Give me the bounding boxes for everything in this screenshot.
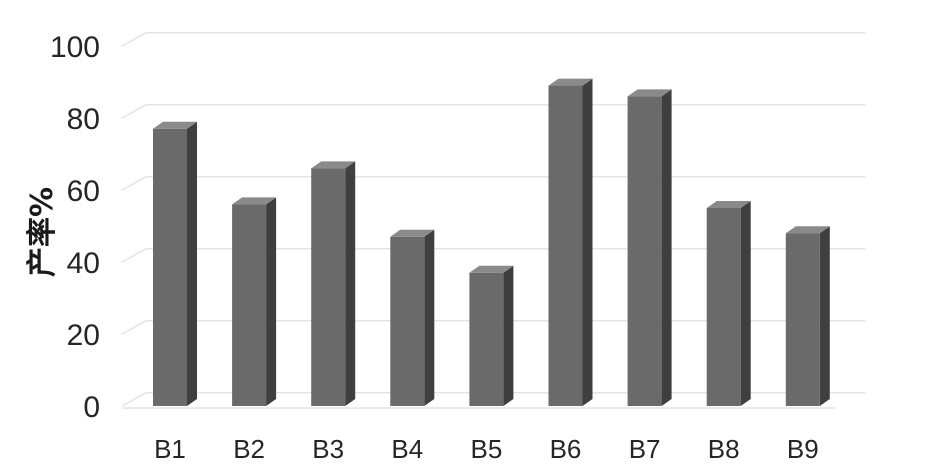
y-tick-label-3: 60 bbox=[67, 175, 100, 208]
bar-side-B9 bbox=[819, 226, 830, 406]
bar-side-B7 bbox=[661, 89, 672, 407]
gridline-diag-3 bbox=[121, 176, 147, 191]
y-tick-label-2: 40 bbox=[67, 247, 100, 280]
bar-side-B4 bbox=[424, 229, 435, 406]
bar-front-B8 bbox=[706, 208, 741, 406]
x-tick-label-B7: B7 bbox=[629, 434, 661, 464]
bar-side-B3 bbox=[345, 161, 356, 406]
bar-side-B5 bbox=[503, 265, 514, 406]
bar-front-B3 bbox=[311, 168, 346, 406]
x-tick-label-B9: B9 bbox=[787, 434, 819, 464]
x-tick-label-B8: B8 bbox=[708, 434, 740, 464]
bar-front-B2 bbox=[232, 204, 267, 406]
bar-side-B2 bbox=[266, 197, 277, 406]
y-tick-label-1: 20 bbox=[67, 319, 100, 352]
gridline-diag-5 bbox=[121, 32, 147, 47]
bar-top-B9 bbox=[785, 226, 830, 234]
bar-top-B1 bbox=[153, 121, 197, 129]
x-tick-label-B1: B1 bbox=[154, 434, 186, 464]
y-axis-ticks: 0 20 40 60 80 100 bbox=[50, 31, 100, 424]
y-tick-label-5: 100 bbox=[50, 31, 100, 64]
bar-B1 bbox=[153, 121, 197, 407]
bar-B9 bbox=[785, 226, 830, 406]
gridline-diag-4 bbox=[121, 104, 147, 119]
bar-side-B1 bbox=[187, 121, 197, 407]
bar-front-B1 bbox=[153, 128, 187, 407]
bar-front-B9 bbox=[785, 233, 820, 406]
y-axis-label: 产率% bbox=[25, 187, 60, 277]
bar-front-B4 bbox=[390, 236, 425, 406]
bar-top-B7 bbox=[627, 89, 672, 97]
x-tick-label-B6: B6 bbox=[550, 434, 582, 464]
bar-side-B6 bbox=[582, 78, 593, 406]
bar-B3 bbox=[311, 161, 356, 406]
bar-B7 bbox=[627, 89, 672, 407]
bar-B4 bbox=[390, 229, 435, 406]
bar-top-B5 bbox=[469, 265, 514, 273]
bar-top-B4 bbox=[390, 229, 435, 237]
x-tick-label-B3: B3 bbox=[312, 434, 344, 464]
bar-B8 bbox=[706, 201, 751, 406]
x-tick-label-B2: B2 bbox=[233, 434, 265, 464]
bar-top-B8 bbox=[706, 201, 751, 208]
bar-front-B5 bbox=[469, 272, 504, 406]
bar-top-B6 bbox=[548, 78, 593, 86]
bar-B2 bbox=[232, 197, 277, 406]
x-tick-label-B4: B4 bbox=[391, 434, 423, 464]
bar-B6 bbox=[548, 78, 593, 406]
gridline-diag-2 bbox=[121, 248, 147, 263]
bar-side-B8 bbox=[740, 201, 751, 406]
bar-front-B6 bbox=[548, 85, 583, 406]
bar-B5 bbox=[469, 265, 514, 406]
bar-front-B7 bbox=[627, 96, 662, 407]
x-axis-labels: B1 B2 B3 B4 B5 B6 B7 B8 B9 bbox=[154, 434, 819, 464]
gridline-diag-1 bbox=[121, 320, 147, 335]
gridline-diag-0 bbox=[121, 392, 147, 407]
x-tick-label-B5: B5 bbox=[470, 434, 502, 464]
y-tick-label-4: 80 bbox=[67, 103, 100, 136]
bar-top-B3 bbox=[311, 161, 356, 169]
bar-top-B2 bbox=[232, 197, 277, 205]
y-tick-label-0: 0 bbox=[83, 391, 100, 424]
bars bbox=[153, 78, 830, 407]
